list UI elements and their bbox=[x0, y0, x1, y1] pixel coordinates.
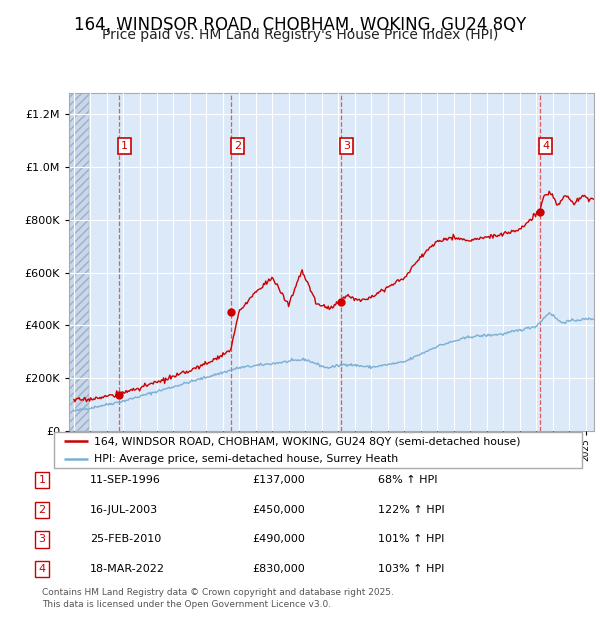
Bar bbox=[69, 93, 89, 431]
Text: 11-SEP-1996: 11-SEP-1996 bbox=[90, 475, 161, 485]
Text: 68% ↑ HPI: 68% ↑ HPI bbox=[378, 475, 437, 485]
Text: 103% ↑ HPI: 103% ↑ HPI bbox=[378, 564, 445, 574]
Bar bbox=[69, 93, 89, 431]
Text: 4: 4 bbox=[542, 141, 549, 151]
Text: £137,000: £137,000 bbox=[252, 475, 305, 485]
Text: £830,000: £830,000 bbox=[252, 564, 305, 574]
Text: 164, WINDSOR ROAD, CHOBHAM, WOKING, GU24 8QY (semi-detached house): 164, WINDSOR ROAD, CHOBHAM, WOKING, GU24… bbox=[94, 436, 520, 446]
Text: 16-JUL-2003: 16-JUL-2003 bbox=[90, 505, 158, 515]
Text: 2: 2 bbox=[38, 505, 46, 515]
Text: 3: 3 bbox=[38, 534, 46, 544]
Text: 3: 3 bbox=[343, 141, 350, 151]
Text: 2: 2 bbox=[234, 141, 241, 151]
Text: 101% ↑ HPI: 101% ↑ HPI bbox=[378, 534, 445, 544]
FancyBboxPatch shape bbox=[54, 432, 582, 468]
Text: Contains HM Land Registry data © Crown copyright and database right 2025.
This d: Contains HM Land Registry data © Crown c… bbox=[42, 588, 394, 609]
Text: 18-MAR-2022: 18-MAR-2022 bbox=[90, 564, 165, 574]
Text: 1: 1 bbox=[121, 141, 128, 151]
Text: £490,000: £490,000 bbox=[252, 534, 305, 544]
Text: £450,000: £450,000 bbox=[252, 505, 305, 515]
Text: 1: 1 bbox=[38, 475, 46, 485]
Text: 25-FEB-2010: 25-FEB-2010 bbox=[90, 534, 161, 544]
Text: 122% ↑ HPI: 122% ↑ HPI bbox=[378, 505, 445, 515]
Text: 164, WINDSOR ROAD, CHOBHAM, WOKING, GU24 8QY: 164, WINDSOR ROAD, CHOBHAM, WOKING, GU24… bbox=[74, 16, 526, 33]
Text: Price paid vs. HM Land Registry's House Price Index (HPI): Price paid vs. HM Land Registry's House … bbox=[102, 28, 498, 42]
Text: HPI: Average price, semi-detached house, Surrey Heath: HPI: Average price, semi-detached house,… bbox=[94, 454, 398, 464]
Text: 4: 4 bbox=[38, 564, 46, 574]
